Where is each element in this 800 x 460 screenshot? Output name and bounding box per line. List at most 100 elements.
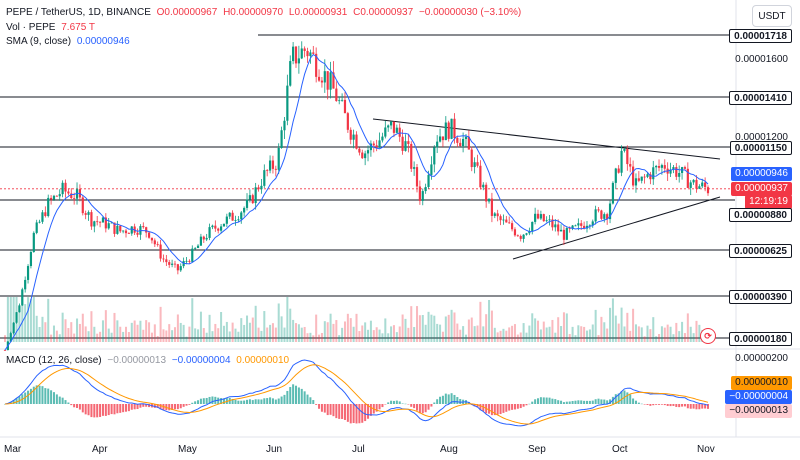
macd-histogram-bar xyxy=(482,404,485,412)
macd-line-value: −0.00000004 xyxy=(171,355,231,366)
volume-bar xyxy=(130,322,133,342)
volume-bar xyxy=(228,331,231,342)
candle xyxy=(294,46,298,64)
volume-bar xyxy=(441,331,444,342)
macd-histogram-bar xyxy=(318,404,321,409)
candle xyxy=(219,226,223,231)
volume-bar xyxy=(194,328,197,342)
candle xyxy=(165,259,168,263)
macd-histogram-bar xyxy=(9,401,12,404)
macd-histogram-bar xyxy=(240,400,243,404)
price-tick-label: 0.00001200 xyxy=(735,132,788,143)
currency-button[interactable]: USDT xyxy=(752,5,792,27)
sma-value: 0.00000946 xyxy=(76,36,130,47)
candle xyxy=(369,143,373,151)
candle xyxy=(240,212,243,220)
candle xyxy=(698,186,701,189)
candle xyxy=(104,217,107,229)
volume-bar xyxy=(234,328,237,342)
candle xyxy=(415,167,419,187)
candle xyxy=(55,195,58,197)
macd-histogram-bar xyxy=(35,385,38,404)
volume-bar xyxy=(47,298,50,342)
volume-bar xyxy=(398,326,401,342)
macd-histogram-bar xyxy=(12,400,15,404)
candle xyxy=(580,223,583,226)
macd-histogram-bar xyxy=(513,404,516,410)
macd-line xyxy=(4,359,709,427)
volume-bar xyxy=(609,307,612,342)
macd-histogram-bar xyxy=(341,404,344,419)
volume-bar xyxy=(450,309,453,342)
volume-bar xyxy=(496,332,499,342)
volume-bar xyxy=(50,334,53,342)
volume-bar xyxy=(456,323,459,342)
volume-bar xyxy=(145,320,148,342)
macd-histogram-bar xyxy=(277,398,280,404)
volume-bar xyxy=(447,314,450,342)
candle xyxy=(649,174,652,180)
macd-histogram-bar xyxy=(637,402,640,404)
macd-histogram-bar xyxy=(649,404,652,406)
macd-histogram-bar xyxy=(568,401,571,404)
volume-bar xyxy=(191,298,194,342)
volume-bar xyxy=(179,322,182,342)
candle xyxy=(407,141,410,144)
candle xyxy=(303,48,306,51)
volume-bar xyxy=(568,334,571,342)
candle xyxy=(496,213,499,217)
macd-tick-label: 0.00000200 xyxy=(735,353,788,364)
macd-histogram-bar xyxy=(329,404,332,415)
macd-histogram-bar xyxy=(571,400,574,404)
volume-bar xyxy=(542,321,545,342)
macd-histogram-bar xyxy=(450,393,453,404)
candle xyxy=(150,237,154,241)
volume-bar xyxy=(577,325,580,342)
candle xyxy=(217,228,220,231)
volume-bar xyxy=(107,328,110,342)
macd-histogram-bar xyxy=(695,404,698,410)
last-price-badge: 0.00000937 xyxy=(731,182,792,196)
macd-histogram-bar xyxy=(453,394,456,404)
macd-histogram-bar xyxy=(519,404,522,409)
macd-histogram-bar xyxy=(488,404,491,414)
candle xyxy=(571,225,574,229)
macd-histogram-bar xyxy=(113,404,116,415)
volume-bar xyxy=(119,326,122,342)
volume-bar xyxy=(675,322,678,342)
volume-bar xyxy=(695,320,698,342)
candle xyxy=(268,160,272,171)
candle xyxy=(61,182,64,195)
candle xyxy=(657,165,661,168)
candle xyxy=(692,179,695,183)
sma-line xyxy=(4,53,709,351)
volume-bar xyxy=(355,313,358,342)
volume-bar xyxy=(125,326,128,342)
macd-histogram-bar xyxy=(101,404,104,416)
macd-histogram-bar xyxy=(188,404,191,405)
macd-histogram-bar xyxy=(418,404,421,414)
macd-histogram-bar xyxy=(289,387,292,404)
candle xyxy=(90,212,93,227)
candle xyxy=(47,197,50,216)
candle xyxy=(646,174,649,177)
volume-bar xyxy=(260,330,263,342)
macd-histogram-bar xyxy=(122,404,125,413)
candle xyxy=(179,266,182,271)
macd-histogram-bar xyxy=(90,404,93,418)
macd-histogram-bar xyxy=(666,404,669,406)
macd-histogram-bar xyxy=(44,388,47,404)
macd-histogram-bar xyxy=(479,404,482,411)
tradingview-logo-icon[interactable]: ⟳ xyxy=(700,328,716,344)
candle xyxy=(271,160,275,169)
volume-bar xyxy=(217,328,220,342)
candle xyxy=(562,229,566,240)
volume-bar xyxy=(539,329,542,342)
candle xyxy=(505,219,508,223)
candle xyxy=(297,58,300,64)
macd-histogram-bar xyxy=(404,403,407,405)
candle xyxy=(418,186,421,201)
volume-bar xyxy=(61,312,64,342)
